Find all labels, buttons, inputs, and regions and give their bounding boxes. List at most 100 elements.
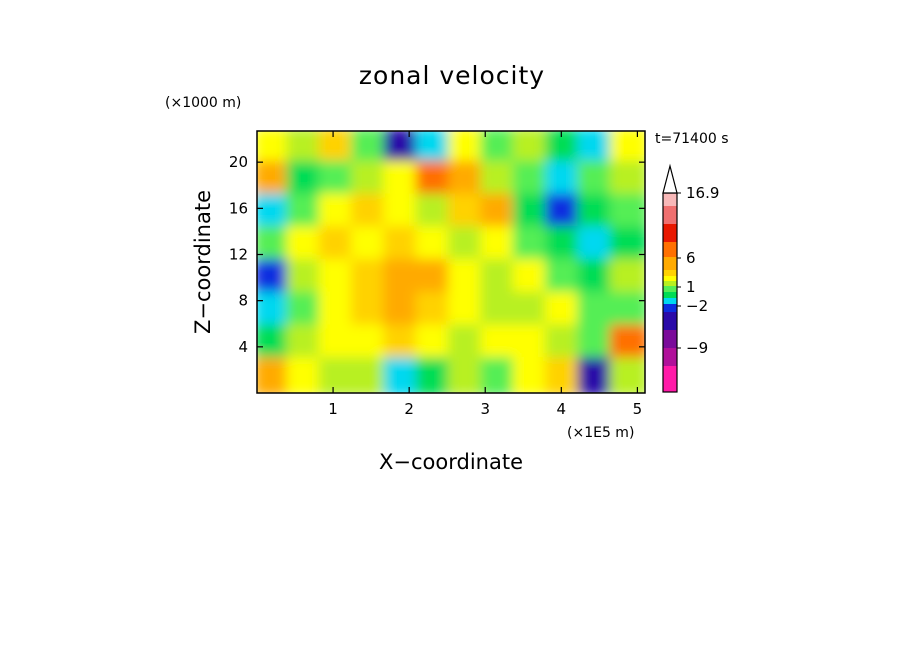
heatmap-cell — [383, 324, 422, 364]
heatmap-cell — [383, 357, 422, 393]
heatmap-cell — [286, 226, 325, 265]
heatmap-cell — [609, 324, 645, 364]
colorbar-swatch — [663, 242, 677, 257]
colorbar: 16.9 6 1−2 −9 — [662, 163, 719, 393]
heatmap-cell — [512, 291, 551, 331]
x-tick-label: 2 — [404, 400, 414, 418]
heatmap-cell — [351, 226, 390, 265]
heatmap-cell — [448, 259, 487, 298]
y-axis-label: Z−coordinate — [191, 190, 215, 334]
heatmap-cell — [415, 324, 454, 364]
heatmap-cell — [545, 324, 584, 364]
heatmap-cell — [480, 324, 519, 364]
heatmap-cell — [286, 193, 325, 233]
x-axis: 1 2 3 4 5 — [328, 131, 642, 418]
heatmap-cell — [383, 226, 422, 265]
y-tick-label: 8 — [238, 292, 248, 310]
plot-frame — [256, 130, 646, 394]
heatmap-cell — [448, 291, 487, 331]
heatmap-cell — [577, 291, 616, 331]
heatmap-cell — [351, 357, 390, 393]
heatmap-cell — [415, 357, 454, 393]
heatmap-cell — [577, 160, 616, 200]
chart-title: zonal velocity — [359, 61, 545, 90]
heatmap-field — [257, 131, 645, 393]
heatmap-cell — [318, 226, 357, 265]
heatmap-cell — [545, 160, 584, 200]
colorbar-swatch — [663, 366, 677, 392]
heatmap-cell — [512, 324, 551, 364]
y-tick-label: 16 — [229, 199, 248, 217]
heatmap-cell — [545, 357, 584, 393]
heatmap-cell — [351, 160, 390, 200]
heatmap-cell — [383, 291, 422, 331]
y-tick-label: 4 — [238, 338, 248, 356]
y-tick-label: 12 — [229, 245, 248, 263]
heatmap-cell — [448, 357, 487, 393]
colorbar-swatch — [663, 276, 677, 281]
heatmap-cell — [480, 193, 519, 233]
heatmap-cell — [448, 324, 487, 364]
colorbar-swatch — [663, 330, 677, 348]
colorbar-swatch — [663, 304, 677, 312]
heatmap-cell — [415, 160, 454, 200]
time-label: t=71400 s — [655, 131, 729, 147]
colorbar-label: −9 — [686, 339, 708, 357]
heatmap-cell — [609, 291, 645, 331]
heatmap-cell — [480, 226, 519, 265]
heatmap-cell — [577, 357, 616, 393]
heatmap-cell — [351, 324, 390, 364]
colorbar-swatch — [663, 257, 677, 270]
heatmap-cell — [512, 259, 551, 298]
heatmap-cell — [286, 357, 325, 393]
x-tick-label: 3 — [480, 400, 490, 418]
heatmap-cell — [448, 226, 487, 265]
heatmap-cell — [512, 226, 551, 265]
colorbar-swatch — [663, 206, 677, 224]
heatmap-cell — [609, 193, 645, 233]
y-tick-label: 20 — [229, 153, 248, 171]
colorbar-swatch — [663, 224, 677, 242]
colorbar-label: −2 — [686, 297, 708, 315]
x-tick-label: 5 — [633, 400, 643, 418]
colorbar-label: 6 — [686, 249, 696, 267]
heatmap-cell — [480, 357, 519, 393]
x-tick-label: 1 — [328, 400, 338, 418]
heatmap-cell — [318, 160, 357, 200]
heatmap-cell — [577, 193, 616, 233]
heatmap-cell — [415, 259, 454, 298]
heatmap-cell — [512, 160, 551, 200]
colorbar-swatch — [663, 281, 677, 286]
heatmap-cell — [512, 357, 551, 393]
colorbar-swatch — [663, 348, 677, 366]
heatmap-cell — [480, 259, 519, 298]
heatmap-cell — [286, 160, 325, 200]
heatmap-cell — [415, 226, 454, 265]
heatmap-cell — [480, 291, 519, 331]
heatmap-cell — [383, 160, 422, 200]
colorbar-swatch — [663, 193, 677, 206]
colorbar-label: 1 — [686, 278, 696, 296]
heatmap-cell — [286, 324, 325, 364]
heatmap-cell — [415, 193, 454, 233]
colorbar-swatch — [663, 270, 677, 276]
heatmap-cell — [383, 259, 422, 298]
heatmap-cell — [318, 357, 357, 393]
colorbar-extend-arrow — [662, 163, 678, 194]
heatmap-cell — [351, 193, 390, 233]
heatmap-cell — [577, 259, 616, 298]
heatmap-cell — [351, 259, 390, 298]
heatmap-cell — [286, 291, 325, 331]
colorbar-swatch — [663, 312, 677, 330]
heatmap-cell — [545, 259, 584, 298]
heatmap-cell — [577, 324, 616, 364]
heatmap-cell — [545, 291, 584, 331]
heatmap-cell — [415, 291, 454, 331]
heatmap-cell — [448, 160, 487, 200]
heatmap-cell — [480, 160, 519, 200]
heatmap-cell — [318, 324, 357, 364]
heatmap-cell — [318, 259, 357, 298]
y-axis: 4 8 12 16 20 — [229, 153, 645, 356]
heatmap-cell — [545, 193, 584, 233]
